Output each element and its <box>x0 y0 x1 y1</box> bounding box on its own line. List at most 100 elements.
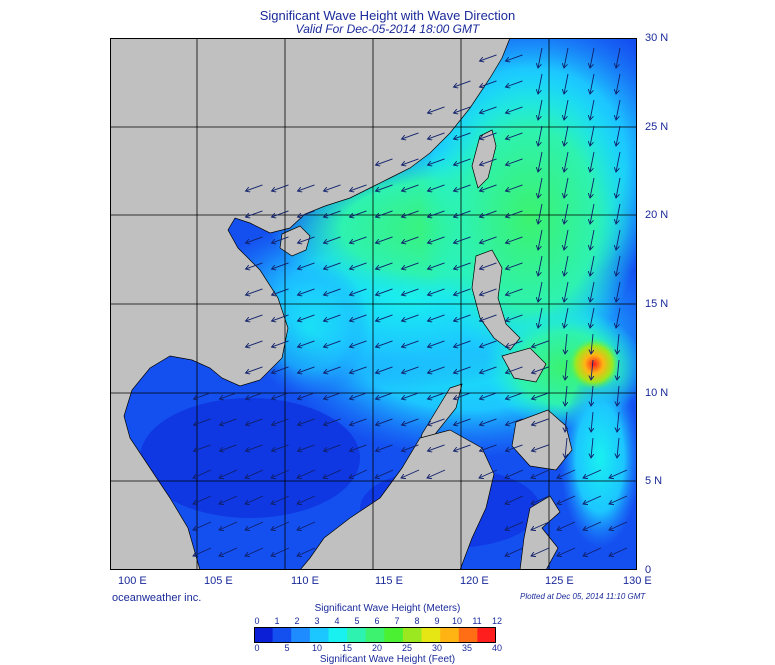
colorbar-meters-tick: 4 <box>334 616 340 626</box>
wave-direction-arrow <box>557 547 576 556</box>
wave-direction-arrow <box>350 340 367 347</box>
wave-direction-arrow <box>376 314 393 321</box>
colorbar <box>254 627 496 643</box>
wave-direction-arrow <box>505 495 524 504</box>
wave-direction-arrow <box>616 99 621 120</box>
wave-direction-arrow <box>583 495 602 504</box>
wave-direction-arrow <box>220 392 237 399</box>
wave-direction-arrow <box>538 151 543 172</box>
wave-direction-arrow <box>532 444 549 451</box>
colorbar-feet-tick: 15 <box>341 643 353 653</box>
wave-direction-arrow <box>454 158 471 165</box>
colorbar-feet-tick: 20 <box>371 643 383 653</box>
wave-direction-arrow <box>428 158 445 165</box>
wave-direction-arrow <box>564 151 569 172</box>
wave-direction-arrow <box>219 495 238 504</box>
wave-direction-arrow <box>564 281 569 302</box>
wave-direction-arrow <box>506 106 523 113</box>
wave-direction-arrow <box>480 132 497 139</box>
wave-direction-arrow <box>402 210 419 217</box>
map-title: Significant Wave Height with Wave Direct… <box>259 8 516 23</box>
wave-direction-arrow <box>454 444 471 451</box>
colorbar-meters-tick: 12 <box>491 616 503 626</box>
colorbar-border <box>254 627 496 643</box>
wave-direction-arrow <box>454 106 471 113</box>
wave-direction-arrow <box>454 288 471 295</box>
wave-direction-arrow <box>297 495 316 504</box>
wave-direction-arrow <box>324 392 341 399</box>
wave-direction-arrow <box>480 444 497 451</box>
wave-direction-arrows <box>193 47 628 556</box>
wave-direction-arrow <box>324 236 341 243</box>
colorbar-swatch <box>309 627 329 643</box>
wave-direction-arrow <box>557 521 576 530</box>
colorbar-swatch <box>421 627 441 643</box>
wave-direction-arrow <box>401 469 420 478</box>
wave-direction-arrow <box>538 73 543 94</box>
wave-direction-arrow <box>193 521 212 530</box>
wave-direction-arrow <box>246 210 263 217</box>
wave-direction-arrow <box>350 366 367 373</box>
wave-direction-arrow <box>324 288 341 295</box>
wave-direction-arrow <box>350 314 367 321</box>
wave-direction-arrow <box>538 47 543 68</box>
wave-direction-arrow <box>505 547 524 556</box>
wave-direction-arrow <box>557 469 576 478</box>
wave-direction-arrow <box>454 132 471 139</box>
colorbar-feet-tick: 40 <box>491 643 503 653</box>
wave-direction-arrow <box>506 392 523 399</box>
wave-direction-arrow <box>480 288 497 295</box>
wave-direction-arrow <box>564 177 569 198</box>
wave-direction-arrow <box>272 262 289 269</box>
wave-direction-arrow <box>590 203 595 224</box>
lon-label-125e: 125 E <box>545 575 574 587</box>
wave-direction-arrow <box>272 392 289 399</box>
wave-direction-arrow <box>454 340 471 347</box>
wave-direction-arrow <box>219 547 238 556</box>
wave-direction-arrow <box>271 521 290 530</box>
colorbar-swatch <box>440 627 460 643</box>
colorbar-feet-tick: 0 <box>254 643 260 653</box>
wave-direction-arrow <box>617 385 619 406</box>
land-masses <box>110 38 573 570</box>
wave-direction-arrow <box>324 340 341 347</box>
colorbar-meters-tick: 5 <box>354 616 360 626</box>
wave-direction-arrow <box>350 210 367 217</box>
colorbar-feet-tick: 10 <box>311 643 323 653</box>
wave-direction-arrow <box>246 314 263 321</box>
wave-direction-arrow <box>246 418 263 425</box>
wave-direction-arrow <box>480 236 497 243</box>
wave-direction-arrow <box>617 333 619 354</box>
wave-direction-arrow <box>272 314 289 321</box>
wave-direction-arrow <box>376 262 393 269</box>
wave-direction-arrow <box>506 80 523 87</box>
wave-direction-arrow <box>454 210 471 217</box>
wave-direction-arrow <box>428 132 445 139</box>
wave-direction-arrow <box>428 444 445 451</box>
lat-label-10n: 10 N <box>645 387 669 399</box>
wave-direction-arrow <box>616 281 621 302</box>
wave-direction-arrow <box>428 366 445 373</box>
colorbar-meters-tick: 3 <box>314 616 320 626</box>
wave-direction-arrow <box>532 340 549 347</box>
lat-label-30n: 30 N <box>645 32 669 44</box>
wave-direction-arrow <box>506 444 523 451</box>
wave-direction-arrow <box>402 236 419 243</box>
wave-map <box>110 38 637 570</box>
plotted-timestamp: Plotted at Dec 05, 2014 11:10 GMT <box>520 592 646 601</box>
wave-direction-arrow <box>590 125 595 146</box>
wave-direction-arrow <box>531 469 550 478</box>
wave-direction-arrow <box>298 262 315 269</box>
wave-direction-arrow <box>298 184 315 191</box>
wave-direction-arrow <box>480 106 497 113</box>
wave-direction-arrow <box>480 80 497 87</box>
lon-label-100e: 100 E <box>118 575 147 587</box>
wave-direction-arrow <box>402 288 419 295</box>
lon-label-105e: 105 E <box>204 575 233 587</box>
wave-direction-arrow <box>376 288 393 295</box>
land-mainland <box>110 38 511 570</box>
wave-direction-arrow <box>376 236 393 243</box>
wave-direction-arrow <box>245 495 264 504</box>
wave-direction-arrow <box>506 184 523 191</box>
wave-direction-arrow <box>324 366 341 373</box>
